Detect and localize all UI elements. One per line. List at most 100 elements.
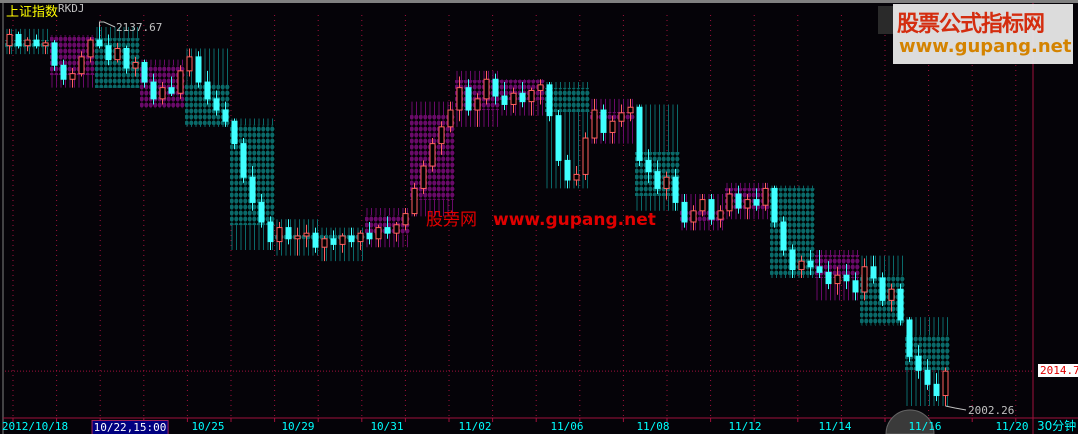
candle-body <box>348 235 355 243</box>
x-tick-label: 11/08 <box>636 420 670 433</box>
candle-body <box>132 61 139 69</box>
candle-body <box>69 73 76 80</box>
indicator-name: RKDJ <box>58 2 85 15</box>
candle-body <box>6 33 13 47</box>
candle-body <box>771 187 778 223</box>
candle-body <box>672 176 679 203</box>
candle-body <box>591 109 598 139</box>
candle-body <box>654 171 661 189</box>
candle-body <box>150 81 157 100</box>
candle-body <box>744 199 751 209</box>
candle-body <box>258 201 265 223</box>
candle-body <box>573 173 580 181</box>
center-watermark: 股旁网 www.gupang.net <box>426 205 672 230</box>
candle-body <box>294 235 301 240</box>
candle-body <box>213 98 220 111</box>
candle-body <box>888 288 895 301</box>
candle-body <box>636 106 643 161</box>
x-tick-label: 10/31 <box>370 420 404 433</box>
candle-body <box>105 45 112 61</box>
candle-body <box>438 126 445 145</box>
candle-body <box>51 42 58 66</box>
candle-body <box>564 159 571 181</box>
x-tick-label: 11/02 <box>458 420 492 433</box>
candle-body <box>375 227 382 240</box>
candle-body <box>42 42 49 47</box>
candle-body <box>339 235 346 245</box>
candle-body <box>276 227 283 243</box>
period-selector[interactable]: 30分钟 <box>1037 419 1077 433</box>
candle-body <box>897 288 904 321</box>
candle-body <box>582 137 589 175</box>
candle-body <box>429 143 436 167</box>
candle-body <box>402 213 409 226</box>
candle-body <box>483 78 490 100</box>
candle-body <box>267 221 274 243</box>
candle-body <box>60 64 67 80</box>
candle-body <box>456 87 463 111</box>
candle-body <box>528 89 535 103</box>
candle-body <box>717 210 724 220</box>
candle-body <box>96 39 103 47</box>
candle-body <box>600 109 607 133</box>
index-title: 上证指数 <box>6 5 59 20</box>
watermark-circle <box>885 409 935 434</box>
candle-body <box>231 120 238 145</box>
candle-body <box>222 109 229 122</box>
candle-body <box>906 319 913 357</box>
watermark-banner: 股票公式指标网 www.gupang.net <box>893 4 1073 64</box>
candle-body <box>285 227 292 240</box>
candle-body <box>879 277 886 301</box>
x-tick-label: 11/12 <box>728 420 762 433</box>
candle-body <box>501 95 508 105</box>
candle-body <box>168 87 175 94</box>
x-tick-label: 11/16 <box>908 420 942 433</box>
candle-body <box>204 81 211 100</box>
candle-body <box>123 47 130 69</box>
candle-body <box>726 193 733 212</box>
candle-body <box>15 33 22 47</box>
candle-body <box>681 201 688 223</box>
candle-body <box>384 227 391 234</box>
candle-body <box>159 87 166 100</box>
candle-body <box>663 176 670 189</box>
candle-body <box>177 70 184 94</box>
candle-body <box>942 370 949 397</box>
candle-body <box>546 84 553 117</box>
candle-body <box>789 249 796 271</box>
candle-body <box>690 210 697 223</box>
candle-body <box>825 271 832 285</box>
candle-body <box>780 221 787 251</box>
candle-body <box>861 266 868 293</box>
candle-body <box>420 165 427 189</box>
candle-body <box>114 47 121 61</box>
candle-body <box>708 199 715 220</box>
high-price-label: 2137.67 <box>116 21 163 34</box>
candle-body <box>699 199 706 212</box>
candle-body <box>87 39 94 58</box>
x-tick-label: 2012/10/18 <box>1 420 69 433</box>
candle-body <box>78 56 85 75</box>
candle-body <box>834 274 841 285</box>
center-watermark-url: www.gupang.net <box>493 210 656 230</box>
candle-body <box>240 143 247 178</box>
watermark-cn: 股票公式指标网 <box>897 12 1045 37</box>
candle-body <box>186 56 193 72</box>
x-tick-label: 10/25 <box>191 420 225 433</box>
candle-body <box>870 266 877 279</box>
low-price-label: 2002.26 <box>968 404 1015 417</box>
candle-body <box>312 232 319 248</box>
candle-body <box>465 87 472 111</box>
candle-body <box>618 112 625 122</box>
x-tick-label: 11/20 <box>995 420 1029 433</box>
watermark-url: www.gupang.net <box>899 36 1072 57</box>
candle-body <box>627 106 634 114</box>
candle-body <box>33 39 40 47</box>
candle-body <box>141 61 148 83</box>
candle-body <box>924 369 931 385</box>
candle-body <box>447 109 454 128</box>
candle-body <box>393 224 400 234</box>
candle-body <box>303 232 310 237</box>
candle-body <box>510 92 517 105</box>
